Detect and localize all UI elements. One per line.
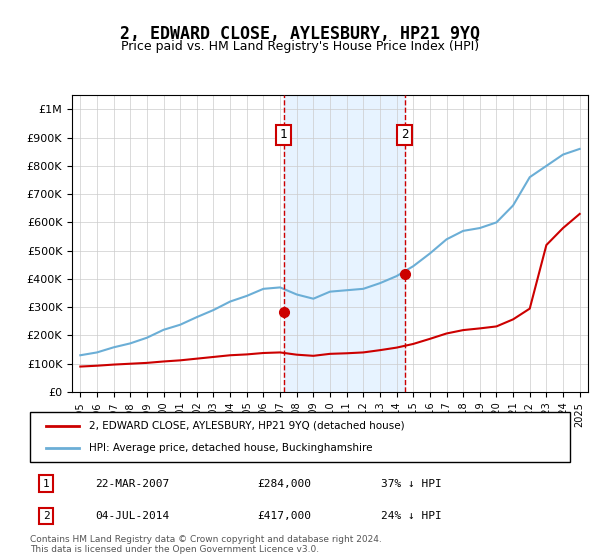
Text: 2: 2 (43, 511, 50, 521)
Text: 1: 1 (43, 479, 50, 489)
Bar (284, 95, 405, 392)
Text: 1: 1 (280, 128, 287, 141)
Text: Contains HM Land Registry data © Crown copyright and database right 2024.
This d: Contains HM Land Registry data © Crown c… (30, 535, 382, 554)
Text: 2, EDWARD CLOSE, AYLESBURY, HP21 9YQ: 2, EDWARD CLOSE, AYLESBURY, HP21 9YQ (120, 25, 480, 43)
Text: 2, EDWARD CLOSE, AYLESBURY, HP21 9YQ (detached house): 2, EDWARD CLOSE, AYLESBURY, HP21 9YQ (de… (89, 421, 405, 431)
Text: £284,000: £284,000 (257, 479, 311, 489)
Text: £417,000: £417,000 (257, 511, 311, 521)
Text: HPI: Average price, detached house, Buckinghamshire: HPI: Average price, detached house, Buck… (89, 443, 373, 453)
Text: 04-JUL-2014: 04-JUL-2014 (95, 511, 169, 521)
Text: Price paid vs. HM Land Registry's House Price Index (HPI): Price paid vs. HM Land Registry's House … (121, 40, 479, 53)
Text: 2: 2 (401, 128, 409, 141)
FancyBboxPatch shape (30, 412, 570, 462)
Text: 22-MAR-2007: 22-MAR-2007 (95, 479, 169, 489)
Text: 37% ↓ HPI: 37% ↓ HPI (381, 479, 442, 489)
Text: 24% ↓ HPI: 24% ↓ HPI (381, 511, 442, 521)
